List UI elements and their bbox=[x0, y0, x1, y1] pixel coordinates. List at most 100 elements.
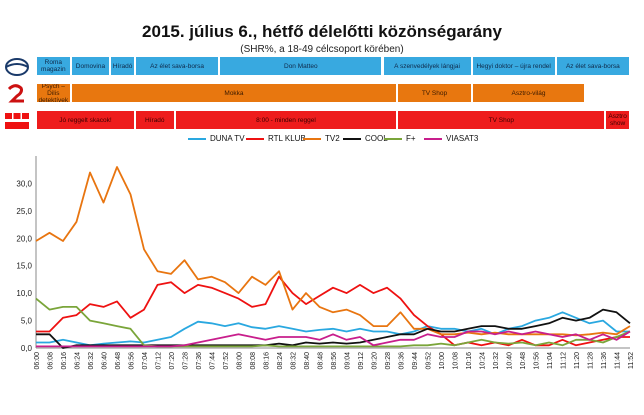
x-tick-label: 07:28 bbox=[183, 352, 190, 370]
legend-item-3: COOL bbox=[343, 134, 388, 143]
x-tick-label: 06:32 bbox=[88, 352, 95, 370]
x-tick-label: 09:04 bbox=[345, 352, 352, 370]
tv2-logo bbox=[3, 83, 31, 105]
duna-program-3: Az élet sava-borsa bbox=[135, 56, 220, 76]
rtl-program-2: 8:00 - minden reggel bbox=[174, 110, 398, 130]
x-tick-label: 09:44 bbox=[412, 352, 419, 370]
x-tick-label: 10:48 bbox=[520, 352, 527, 370]
rtl-schedule-band: Jó reggelt skacok! Híradó 8:00 - minden re… bbox=[36, 110, 630, 130]
series-line-f- bbox=[35, 297, 631, 348]
x-tick-label: 06:56 bbox=[129, 352, 136, 370]
y-tick-label: 10,0 bbox=[16, 289, 32, 298]
x-tick-label: 11:44 bbox=[615, 352, 622, 369]
x-tick-label: 10:32 bbox=[493, 352, 500, 370]
duna-schedule-band: Roma magazin Domovina Híradó Az élet sava-b… bbox=[36, 56, 630, 76]
x-tick-label: 07:12 bbox=[156, 352, 163, 370]
x-tick-label: 06:16 bbox=[61, 352, 68, 370]
x-tick-label: 11:36 bbox=[601, 352, 608, 369]
x-tick-label: 10:16 bbox=[466, 352, 473, 370]
legend-swatch-0 bbox=[188, 137, 206, 140]
chart-subtitle: (SHR%, a 18-49 célcsoport körében) bbox=[240, 44, 404, 55]
legend-swatch-5 bbox=[424, 137, 442, 140]
duna-program-6: Hegyi doktor – újra rendel bbox=[471, 56, 556, 76]
y-tick-label: 20,0 bbox=[16, 234, 32, 243]
x-tick-label: 06:00 bbox=[34, 352, 41, 370]
x-tick-label: 06:24 bbox=[75, 352, 82, 370]
duna-program-2: Híradó bbox=[110, 56, 135, 76]
duna-program-5: A szenvedélyek lángjai bbox=[382, 56, 472, 76]
x-tick-label: 08:24 bbox=[277, 352, 284, 370]
x-tick-label: 06:48 bbox=[115, 352, 122, 370]
x-tick-label: 08:40 bbox=[304, 352, 311, 370]
duna-program-7: Az élet sava-borsa bbox=[555, 56, 630, 76]
y-tick-label: 0,0 bbox=[21, 344, 33, 353]
legend-label-2: TV2 bbox=[325, 134, 340, 143]
x-tick-label: 08:56 bbox=[331, 352, 338, 370]
duna-program-1: Domovina bbox=[70, 56, 111, 76]
legend-label-0: DUNA TV bbox=[210, 134, 245, 143]
tv2-program-1: Mokka bbox=[70, 83, 398, 103]
x-tick-label: 06:40 bbox=[102, 352, 109, 370]
y-tick-label: 30,0 bbox=[16, 179, 32, 188]
legend-swatch-1 bbox=[246, 137, 264, 140]
legend-item-0: DUNA TV bbox=[188, 134, 245, 143]
legend-label-1: RTL KLUB bbox=[268, 134, 306, 143]
line-chart: 0,0 5,0 10,0 15,0 20,0 25,0 30,0 06:00 06:08 06:1… bbox=[16, 156, 635, 370]
tv2-schedule-band: Psych – Dilis detektívek Mokka TV Shop Aszt… bbox=[36, 83, 630, 103]
rtl-program-4: Asztro show bbox=[605, 110, 630, 130]
legend-item-2: TV2 bbox=[303, 134, 340, 143]
x-tick-label: 08:00 bbox=[237, 352, 244, 370]
tv2-program-0: Psych – Dilis detektívek bbox=[36, 83, 71, 103]
y-tick-label: 15,0 bbox=[16, 262, 32, 271]
x-tick-label: 08:32 bbox=[291, 352, 298, 370]
x-tick-label: 10:00 bbox=[439, 352, 446, 370]
x-tick-label: 11:20 bbox=[574, 352, 581, 369]
x-tick-label: 09:20 bbox=[372, 352, 379, 370]
x-tick-label: 11:04 bbox=[547, 352, 554, 369]
legend-label-5: VIASAT3 bbox=[446, 134, 479, 143]
rtl-program-1: Híradó bbox=[135, 110, 175, 130]
x-tick-label: 08:16 bbox=[264, 352, 271, 370]
x-tick-label: 11:28 bbox=[588, 352, 595, 369]
legend-item-4: F+ bbox=[384, 134, 416, 143]
legend-item-1: RTL KLUB bbox=[246, 134, 306, 143]
legend-swatch-4 bbox=[384, 137, 402, 140]
legend-label-3: COOL bbox=[365, 134, 388, 143]
rtl-program-0: Jó reggelt skacok! bbox=[36, 110, 135, 130]
x-tick-label: 07:36 bbox=[196, 352, 203, 370]
series-line-viasat3 bbox=[36, 330, 631, 348]
x-tick-label: 08:08 bbox=[250, 352, 257, 370]
chart-title: 2015. július 6., hétfő délelőtti közönsé… bbox=[142, 22, 502, 41]
y-tick-label: 5,0 bbox=[21, 317, 33, 326]
series-line-cool bbox=[36, 308, 631, 349]
x-tick-label: 11:52 bbox=[628, 352, 635, 369]
chart-legend: DUNA TV RTL KLUB TV2 COOL F+ VIASAT3 bbox=[0, 134, 644, 148]
duna-program-4: Don Matteo bbox=[219, 56, 383, 76]
x-tick-label: 07:52 bbox=[223, 352, 230, 370]
legend-swatch-3 bbox=[343, 137, 361, 140]
x-tick-label: 10:40 bbox=[507, 352, 514, 370]
rtl-program-3: TV Shop bbox=[397, 110, 606, 130]
x-tick-label: 09:28 bbox=[385, 352, 392, 370]
rtl-klub-logo bbox=[3, 110, 31, 132]
x-tick-label: 07:04 bbox=[142, 352, 149, 370]
x-tick-label: 07:20 bbox=[169, 352, 176, 370]
tv2-program-3: Asztro-világ bbox=[471, 83, 586, 103]
x-tick-label: 06:08 bbox=[48, 352, 55, 370]
x-tick-label: 07:44 bbox=[210, 352, 217, 370]
x-tick-label: 10:24 bbox=[480, 352, 487, 370]
series-line-tv2 bbox=[35, 166, 631, 337]
x-tick-label: 10:56 bbox=[534, 352, 541, 370]
x-tick-label: 10:08 bbox=[453, 352, 460, 370]
duna-tv-logo bbox=[3, 56, 31, 78]
y-tick-label: 25,0 bbox=[16, 207, 32, 216]
x-tick-label: 09:12 bbox=[358, 352, 365, 370]
x-tick-label: 11:12 bbox=[561, 352, 568, 369]
series-line-duna-tv bbox=[36, 311, 630, 347]
duna-program-0: Roma magazin bbox=[36, 56, 71, 76]
x-tick-label: 08:48 bbox=[318, 352, 325, 370]
legend-label-4: F+ bbox=[406, 134, 416, 143]
x-tick-label: 09:36 bbox=[399, 352, 406, 370]
x-tick-label: 09:52 bbox=[426, 352, 433, 370]
legend-item-5: VIASAT3 bbox=[424, 134, 478, 143]
